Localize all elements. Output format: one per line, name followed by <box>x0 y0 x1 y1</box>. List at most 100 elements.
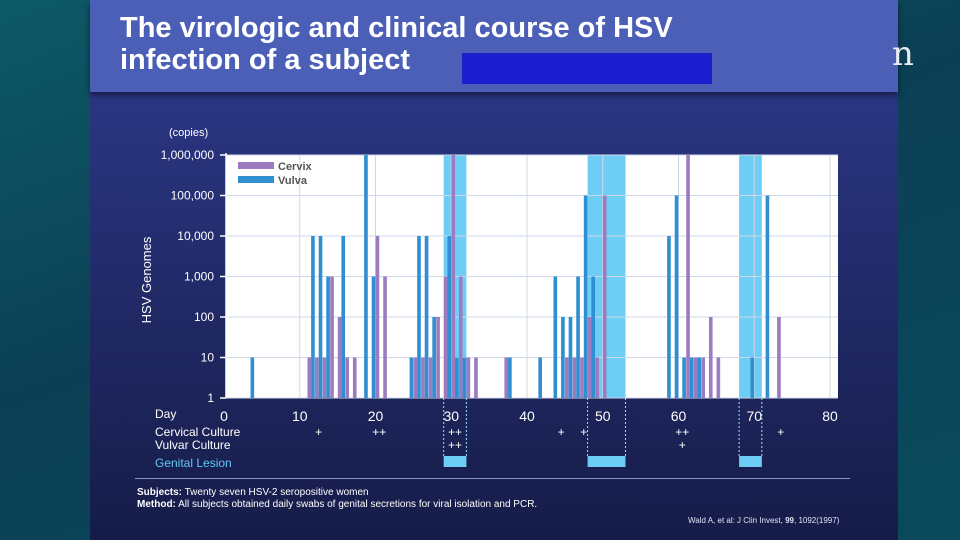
cervix-bar <box>701 357 706 398</box>
cervix-bar <box>443 276 448 398</box>
x-tick-label: 80 <box>822 408 838 424</box>
lesion-marker <box>587 456 626 467</box>
culture-mark: + <box>679 438 686 452</box>
cervix-bar <box>580 357 584 398</box>
cervix-bar <box>307 357 312 398</box>
x-tick-label: 0 <box>220 408 228 424</box>
vulva-bar <box>667 236 671 398</box>
lesion-marker <box>443 456 467 467</box>
vulva-bar <box>455 357 459 398</box>
x-axis-title: Day <box>155 407 176 421</box>
cervix-bar <box>322 357 327 398</box>
vulva-bar <box>318 236 323 398</box>
citation-volume: 99 <box>785 516 794 525</box>
cervix-bar <box>587 317 592 398</box>
legend-label-cervix: Cervix <box>278 161 313 173</box>
cervix-bar <box>383 276 387 398</box>
y-tick-label: 100,000 <box>171 189 215 203</box>
citation-post: , 1092(1997) <box>794 516 840 525</box>
culture-mark: + <box>777 425 784 439</box>
subjects-text: Twenty seven HSV-2 seropositive women <box>184 487 369 498</box>
subjects-note: Subjects: Twenty seven HSV-2 seropositiv… <box>137 487 369 498</box>
title-line-2: infection of a subject <box>120 44 411 76</box>
vulva-bar <box>371 276 376 398</box>
slide-title: The virologic and clinical course of HSV… <box>120 12 820 76</box>
cervix-bar <box>337 317 342 398</box>
culture-mark: ++ <box>448 425 462 439</box>
culture-row-label: Vulvar Culture <box>155 438 231 452</box>
y-tick-label: 10 <box>201 351 215 365</box>
vulva-bar <box>432 317 436 398</box>
vulva-bar <box>462 357 467 398</box>
redaction-box <box>462 53 712 84</box>
method-text: All subjects obtained daily swabs of gen… <box>178 499 538 510</box>
cervix-bar <box>602 195 607 398</box>
lesion-row-label: Genital Lesion <box>155 456 232 470</box>
vulva-bar <box>689 357 694 398</box>
vulva-bar <box>417 236 421 398</box>
culture-mark: ++ <box>448 438 462 452</box>
vulva-bar <box>682 357 686 398</box>
cervix-bar <box>352 357 357 398</box>
cervix-bar <box>458 276 463 398</box>
culture-mark: + <box>315 425 322 439</box>
cervix-bar <box>716 357 721 398</box>
y-axis-title: HSV Genomes <box>139 236 154 323</box>
title-line-1: The virologic and clinical course of HSV <box>120 12 673 44</box>
footer-divider <box>135 478 850 479</box>
y-tick-label: 1 <box>207 391 214 405</box>
vulva-bar <box>697 357 702 398</box>
vulva-bar <box>311 236 315 398</box>
cervix-bar <box>330 276 334 398</box>
vulva-bar <box>561 317 565 398</box>
vulva-bar <box>538 357 542 398</box>
citation-pre: Wald A, et al: J Clin Invest, <box>688 516 783 525</box>
x-tick-label: 60 <box>671 408 687 424</box>
cervix-bar <box>565 357 569 398</box>
vulva-bar <box>447 236 452 398</box>
vulva-bar <box>409 357 414 398</box>
subjects-label: Subjects: <box>137 487 183 498</box>
vulva-bar <box>250 357 255 398</box>
cervix-bar <box>413 357 418 398</box>
y-tick-label: 1,000 <box>184 270 214 284</box>
cervix-bar <box>345 357 349 398</box>
method-label: Method: <box>137 499 176 510</box>
vulva-bar <box>424 236 429 398</box>
vulva-bar <box>341 236 346 398</box>
vulva-bar <box>583 195 588 398</box>
cervix-bar <box>686 155 690 398</box>
cervix-bar <box>315 357 319 398</box>
x-tick-label: 20 <box>368 408 384 424</box>
vulva-bar <box>568 317 573 398</box>
cervix-bar <box>595 357 599 398</box>
vulva-bar <box>765 195 770 398</box>
y-tick-label: 100 <box>194 310 214 324</box>
vulva-bar <box>576 276 580 398</box>
cervix-bar <box>777 317 781 398</box>
units-label: (copies) <box>169 127 208 139</box>
x-tick-label: 50 <box>595 408 611 424</box>
legend-label-vulva: Vulva <box>278 175 308 187</box>
culture-mark: + <box>558 425 565 439</box>
cervix-bar <box>421 357 425 398</box>
vulva-bar <box>591 276 596 398</box>
culture-row-label: Cervical Culture <box>155 425 241 439</box>
cervix-bar <box>451 155 456 398</box>
legend-swatch-cervix <box>238 162 274 169</box>
cervix-bar <box>572 357 577 398</box>
x-tick-label: 10 <box>292 408 308 424</box>
edge-text-fragment: n <box>892 34 914 74</box>
culture-mark: + <box>580 425 587 439</box>
cervix-bar <box>474 357 478 398</box>
cervix-bar <box>466 357 471 398</box>
cervix-bar <box>436 317 440 398</box>
legend-swatch-vulva <box>238 176 274 183</box>
vulva-bar <box>553 276 558 398</box>
x-tick-label: 70 <box>746 408 762 424</box>
cervix-bar <box>375 236 380 398</box>
vulva-bar <box>508 357 512 398</box>
vulva-bar <box>674 195 679 398</box>
cervix-bar <box>693 357 698 398</box>
